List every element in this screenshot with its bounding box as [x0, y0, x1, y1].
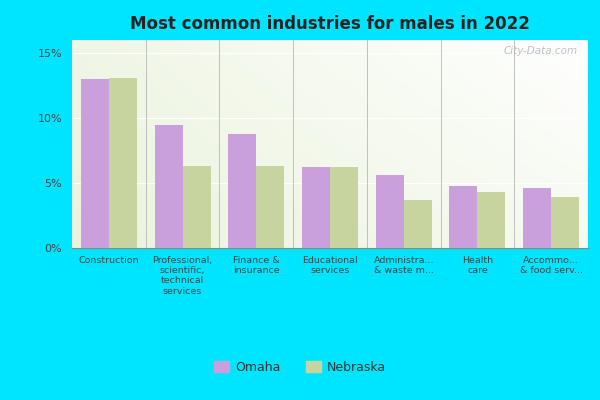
Title: Most common industries for males in 2022: Most common industries for males in 2022 [130, 15, 530, 33]
Bar [330, 167, 358, 248]
Bar [523, 188, 551, 248]
Bar [182, 166, 211, 248]
Legend: Omaha, Nebraska: Omaha, Nebraska [210, 357, 390, 378]
Bar [256, 166, 284, 248]
Text: City-Data.com: City-Data.com [503, 46, 578, 56]
Bar [155, 124, 182, 248]
Bar [551, 197, 579, 248]
Bar [478, 192, 505, 248]
Bar [228, 134, 256, 248]
Bar [81, 79, 109, 248]
Bar [376, 175, 404, 248]
Bar [449, 186, 478, 248]
Bar [404, 200, 432, 248]
Bar [109, 78, 137, 248]
Bar [302, 167, 330, 248]
